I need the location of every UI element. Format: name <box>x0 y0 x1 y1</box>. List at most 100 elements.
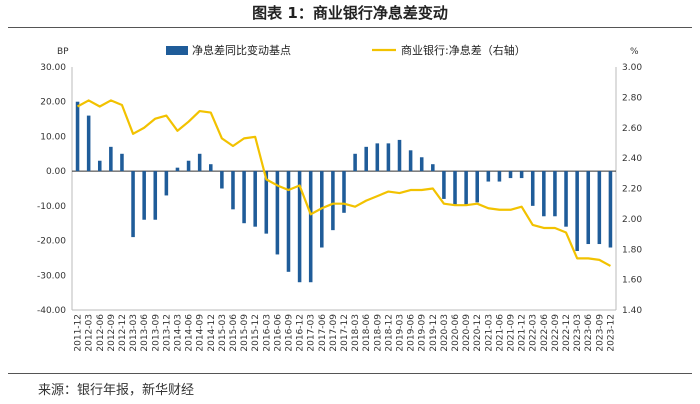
x-axis-tick: 2016-12 <box>296 314 306 352</box>
right-axis-tick: 1.60 <box>622 276 642 286</box>
bar <box>564 171 568 227</box>
legend-label-bar: 净息差同比变动基点 <box>192 43 291 57</box>
bar <box>509 171 513 178</box>
x-axis-tick: 2019-12 <box>429 314 439 352</box>
x-axis-tick: 2015-06 <box>229 314 239 352</box>
left-axis-tick: -40.00 <box>37 306 66 316</box>
title-divider <box>8 27 692 28</box>
bar <box>131 171 135 237</box>
x-axis-tick: 2017-09 <box>329 314 339 352</box>
x-axis-tick: 2020-03 <box>440 314 450 352</box>
x-axis-tick: 2018-12 <box>384 314 394 352</box>
bar <box>431 164 435 171</box>
footer-divider <box>8 373 692 374</box>
bar <box>442 171 446 199</box>
right-axis-tick: 1.80 <box>622 245 642 255</box>
x-axis-tick: 2014-03 <box>173 314 183 352</box>
right-axis-tick: 2.40 <box>622 154 642 164</box>
x-axis-tick: 2019-03 <box>396 314 406 352</box>
x-axis-tick: 2011-12 <box>74 314 84 352</box>
x-axis-tick: 2021-06 <box>495 314 505 352</box>
x-axis-tick: 2021-03 <box>484 314 494 352</box>
left-axis-tick: 20.00 <box>40 98 66 108</box>
x-axis-tick: 2017-12 <box>340 314 350 352</box>
x-axis-tick: 2018-06 <box>362 314 372 352</box>
x-axis-tick: 2014-12 <box>207 314 217 352</box>
bar <box>387 143 391 171</box>
bar <box>475 171 479 202</box>
bar <box>520 171 524 178</box>
x-axis-tick: 2023-09 <box>595 314 605 352</box>
bar <box>376 143 380 171</box>
chart-title: 图表 1：商业银行净息差变动 <box>0 0 700 26</box>
bar <box>165 171 169 195</box>
source-note: 来源：银行年报，新华财经 <box>38 379 194 398</box>
x-axis-tick: 2020-09 <box>462 314 472 352</box>
bar <box>409 150 413 171</box>
x-axis-tick: 2022-06 <box>540 314 550 352</box>
bar <box>309 171 313 282</box>
x-axis-tick: 2015-12 <box>251 314 261 352</box>
x-axis-tick: 2023-06 <box>584 314 594 352</box>
bar <box>76 102 80 171</box>
bar <box>120 154 124 171</box>
x-axis-tick: 2012-06 <box>96 314 106 352</box>
bar <box>453 171 457 206</box>
bar <box>464 171 468 206</box>
x-axis-tick: 2023-12 <box>606 314 616 352</box>
x-axis-tick: 2013-06 <box>140 314 150 352</box>
right-axis-unit: % <box>630 47 639 57</box>
right-axis-tick: 2.00 <box>622 215 642 225</box>
bar <box>109 147 113 171</box>
bar <box>142 171 146 220</box>
bar <box>342 171 346 213</box>
x-axis-tick: 2020-06 <box>451 314 461 352</box>
bar <box>98 161 102 171</box>
x-axis-tick: 2016-06 <box>273 314 283 352</box>
bar <box>198 154 202 171</box>
bar <box>187 161 191 171</box>
right-axis-tick: 1.40 <box>622 306 642 316</box>
bar <box>420 157 424 171</box>
x-axis-tick: 2014-09 <box>196 314 206 352</box>
right-axis-tick: 3.00 <box>622 63 642 73</box>
bar <box>487 171 491 181</box>
x-axis-tick: 2018-03 <box>351 314 361 352</box>
x-axis-tick: 2019-06 <box>407 314 417 352</box>
x-axis-tick: 2020-12 <box>473 314 483 352</box>
bar <box>353 154 357 171</box>
bar <box>209 164 213 171</box>
x-axis-tick: 2022-03 <box>529 314 539 352</box>
bar <box>398 140 402 171</box>
bar <box>542 171 546 216</box>
right-axis-tick: 2.80 <box>622 93 642 103</box>
x-axis-tick: 2017-03 <box>307 314 317 352</box>
left-axis-tick: 10.00 <box>40 132 66 142</box>
x-axis-tick: 2012-09 <box>107 314 117 352</box>
left-axis-tick: -10.00 <box>37 202 66 212</box>
x-axis-tick: 2013-03 <box>129 314 139 352</box>
right-axis-tick: 2.20 <box>622 185 642 195</box>
x-axis-tick: 2023-03 <box>573 314 583 352</box>
bar <box>176 168 180 171</box>
x-axis-tick: 2012-12 <box>118 314 128 352</box>
x-axis-tick: 2015-09 <box>240 314 250 352</box>
bar <box>242 171 246 223</box>
bar <box>498 171 502 181</box>
x-axis-tick: 2021-09 <box>507 314 517 352</box>
x-axis-tick: 2022-12 <box>562 314 572 352</box>
x-axis-tick: 2021-12 <box>518 314 528 352</box>
x-axis-tick: 2019-09 <box>418 314 428 352</box>
bar <box>586 171 590 244</box>
legend: 净息差同比变动基点 商业银行:净息差（右轴） <box>166 43 526 57</box>
bar <box>598 171 602 244</box>
x-axis-tick: 2013-12 <box>162 314 172 352</box>
bar <box>609 171 613 247</box>
x-axis-tick: 2018-09 <box>373 314 383 352</box>
legend-swatch-bar <box>166 46 188 55</box>
chart: 净息差同比变动基点 商业银行:净息差（右轴） BP % 30.00 20.00 10… <box>0 30 700 372</box>
x-axis-tick: 2014-06 <box>185 314 195 352</box>
left-axis-tick: 0.00 <box>46 167 66 177</box>
bar <box>220 171 224 188</box>
bar <box>287 171 291 272</box>
